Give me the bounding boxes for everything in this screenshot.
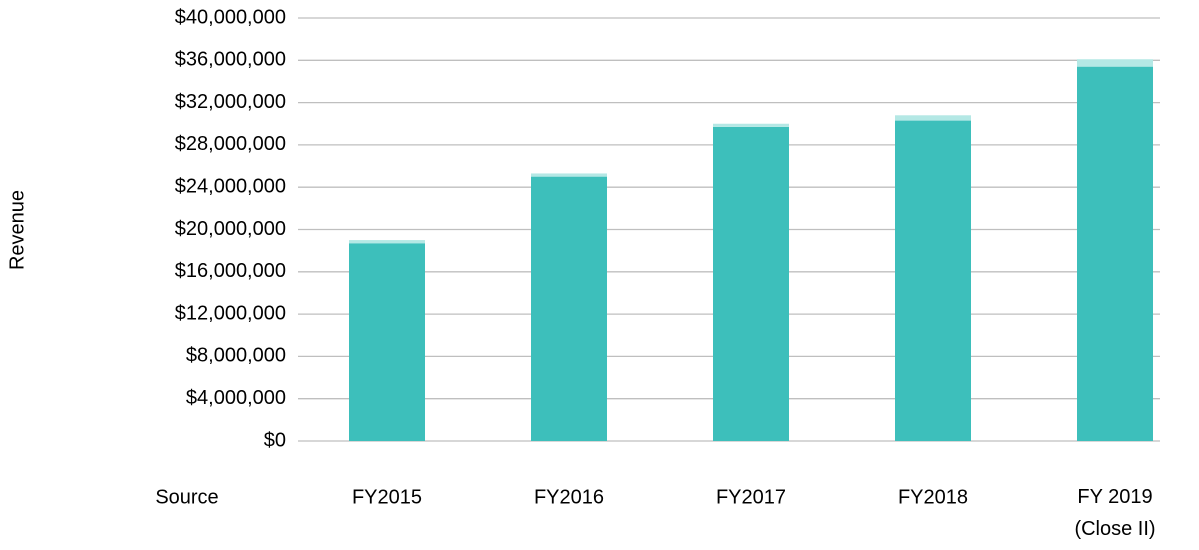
- y-tick-label: $16,000,000: [175, 260, 286, 282]
- y-tick-label: $40,000,000: [175, 6, 286, 28]
- bar-segment: [713, 126, 789, 442]
- bar-segment: [1077, 59, 1153, 67]
- bar-segment: [349, 240, 425, 244]
- y-tick-label: $24,000,000: [175, 175, 286, 197]
- x-tick-label: FY2018: [898, 486, 968, 508]
- bar-segment: [895, 120, 971, 441]
- bar-segment: [895, 115, 971, 121]
- y-tick-label: $36,000,000: [175, 49, 286, 71]
- y-tick-label: $4,000,000: [186, 387, 286, 409]
- y-tick-label: $32,000,000: [175, 91, 286, 113]
- bar-segment: [1077, 66, 1153, 442]
- x-tick-label: FY2017: [716, 486, 786, 508]
- y-tick-label: $12,000,000: [175, 302, 286, 324]
- x-tick-label: FY2016: [534, 486, 604, 508]
- x-tick-label: FY2015: [352, 486, 422, 508]
- bar-segment: [349, 243, 425, 441]
- bar-segment: [713, 123, 789, 127]
- y-tick-label: $0: [264, 429, 286, 451]
- bar-segment: [531, 176, 607, 441]
- y-axis-label: Revenue: [6, 190, 28, 270]
- bar-segment: [531, 173, 607, 177]
- y-tick-label: $8,000,000: [186, 345, 286, 367]
- x-axis-label: Source: [155, 486, 218, 508]
- x-tick-label: FY 2019 (Close II): [1074, 486, 1155, 540]
- y-tick-label: $20,000,000: [175, 218, 286, 240]
- y-tick-label: $28,000,000: [175, 133, 286, 155]
